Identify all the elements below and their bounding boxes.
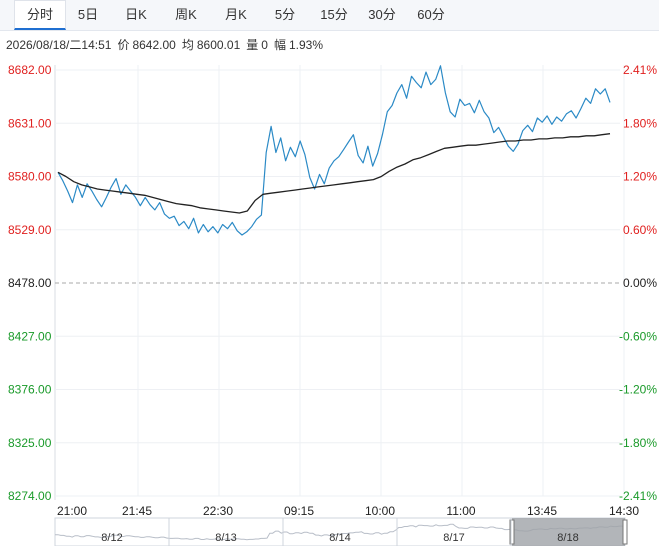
y-tick-label-left: 8580.00	[8, 170, 52, 184]
x-axis-labels: 21:00 21:45 22:30 09:15 10:00 11:00 13:45 14:30	[57, 504, 639, 518]
tab-30min[interactable]: 30分	[368, 7, 396, 22]
y-tick-label-right: -2.41%	[619, 489, 657, 503]
y-tick-label-left: 8274.00	[8, 489, 52, 503]
y-tick-label-right: 2.41%	[623, 63, 657, 77]
x-tick-label: 22:30	[203, 504, 233, 518]
tab-intraday[interactable]: 分时	[14, 0, 66, 30]
y-tick-label-right: -0.60%	[619, 329, 657, 343]
y-tick-label-left: 8529.00	[8, 223, 52, 237]
tab-60min[interactable]: 60分	[417, 7, 445, 22]
navigator-handle-left	[509, 519, 515, 545]
y-tick-label-left: 8376.00	[8, 383, 52, 397]
navigator-handle-right	[622, 519, 628, 545]
y-tick-label-right: 0.00%	[623, 276, 657, 290]
tab-daily-k[interactable]: 日K	[125, 7, 147, 22]
navigator-date-label: 8/13	[215, 532, 236, 544]
y-tick-label-left: 8682.00	[8, 63, 52, 77]
y-tick-label-left: 8427.00	[8, 329, 52, 343]
quote-info-bar: 2026/08/18/二14:51 价 8642.00 均 8600.01 量 0 幅 1.93…	[6, 36, 329, 53]
navigator-date-label: 8/18	[557, 532, 578, 544]
navigator-date-label: 8/12	[101, 532, 122, 544]
price-line	[57, 65, 611, 236]
tab-5day[interactable]: 5日	[77, 7, 99, 22]
y-tick-label-left: 8478.00	[8, 276, 52, 290]
tab-5min[interactable]: 5分	[274, 7, 296, 22]
navigator-selection	[512, 518, 625, 546]
period-tabs: 分时 5日 日K 周K 月K 5分 15分 30分 60分	[0, 0, 659, 31]
info-price-label: 价	[117, 38, 130, 52]
time-navigator[interactable]: 8/12 8/13 8/14 8/17 8/18	[54, 517, 628, 546]
y-tick-label-right: 1.20%	[623, 170, 657, 184]
x-tick-label: 10:00	[365, 504, 395, 518]
info-price: 8642.00	[132, 38, 176, 52]
y-tick-label-left: 8325.00	[8, 436, 52, 450]
y-tick-label-right: 1.80%	[623, 116, 657, 130]
navigator-date-label: 8/17	[443, 532, 464, 544]
tab-monthly-k[interactable]: 月K	[225, 7, 247, 22]
x-tick-label: 13:45	[527, 504, 557, 518]
info-avg-label: 均	[181, 38, 194, 52]
y-tick-label-left: 8631.00	[8, 116, 52, 130]
y-tick-label-right: -1.80%	[619, 436, 657, 450]
info-change-label: 幅	[273, 38, 286, 52]
info-change: 1.93%	[288, 38, 323, 52]
y-tick-label-right: 0.60%	[623, 223, 657, 237]
x-tick-label: 21:45	[122, 504, 152, 518]
y-axis-labels: 8682.00 2.41% 8631.00 1.80% 8580.00 1.20% 8529…	[8, 63, 657, 503]
info-volume: 0	[261, 38, 268, 52]
x-tick-label: 14:30	[609, 504, 639, 518]
tab-15min[interactable]: 15分	[320, 7, 348, 22]
y-tick-label-right: -1.20%	[619, 383, 657, 397]
info-avg: 8600.01	[196, 38, 241, 52]
chart-series	[57, 65, 611, 236]
x-tick-label: 09:15	[284, 504, 314, 518]
average-price-line	[57, 133, 611, 214]
tab-weekly-k[interactable]: 周K	[175, 7, 197, 22]
info-datetime: 2026/08/18/二14:51	[6, 38, 112, 52]
x-tick-label: 21:00	[57, 504, 87, 518]
x-tick-label: 11:00	[446, 504, 475, 518]
info-volume-label: 量	[246, 38, 259, 52]
navigator-date-label: 8/14	[329, 532, 350, 544]
chart-grid	[54, 65, 625, 500]
